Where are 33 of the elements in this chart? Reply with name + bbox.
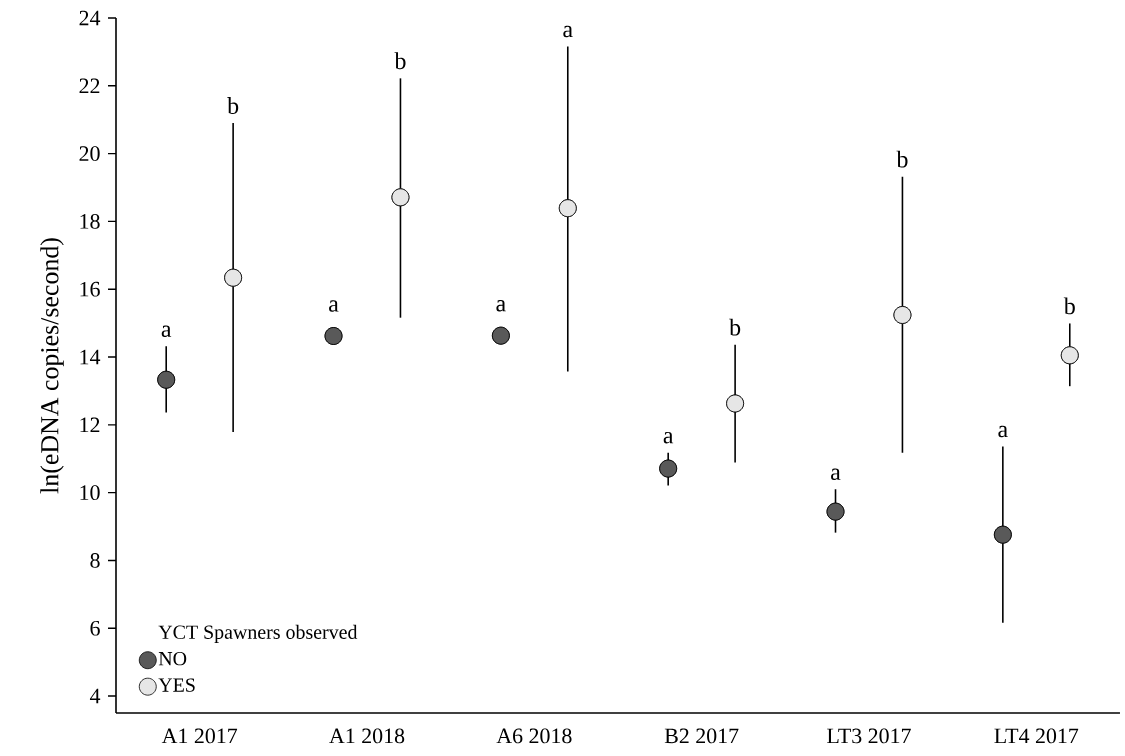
y-tick-label: 8 <box>90 553 100 568</box>
y-tick-label: 12 <box>80 417 100 433</box>
x-tick-label: A6 2018 <box>496 728 572 744</box>
x-tick-label: B2 2017 <box>664 728 739 744</box>
annotation: b <box>1063 297 1075 315</box>
x-tick-label: A1 2017 <box>161 728 238 744</box>
legend-label: YES <box>158 678 195 692</box>
annotation: a <box>663 431 674 444</box>
annotation: b <box>896 150 908 168</box>
annotation: a <box>496 300 506 312</box>
y-tick-label: 6 <box>90 620 100 636</box>
y-tick-label: 24 <box>79 10 101 26</box>
y-tick-label: 14 <box>80 349 101 365</box>
annotation: b <box>729 318 741 336</box>
annotation: b <box>394 52 406 70</box>
annotation: b <box>227 97 239 114</box>
x-tick-label: LT3 2017 <box>827 728 911 744</box>
y-tick-label: 10 <box>80 485 100 501</box>
x-tick-label: A1 2018 <box>329 728 405 744</box>
legend-label: NO <box>158 651 187 666</box>
y-tick-label: 16 <box>80 281 100 297</box>
annotation: a <box>329 300 339 312</box>
y-tick-label: 20 <box>79 146 100 161</box>
annotation: a <box>161 325 172 337</box>
annotation: a <box>563 25 573 38</box>
annotation: a <box>831 468 841 481</box>
legend-title: YCT Spawners observed <box>158 624 358 643</box>
y-tick-label: 22 <box>79 78 100 94</box>
y-tick-label: 18 <box>80 214 100 229</box>
x-tick-label: LT4 2017 <box>994 728 1079 744</box>
annotation: a <box>998 425 1008 438</box>
y-tick-label: 4 <box>89 688 101 704</box>
y-axis-title: ln(eDNA copies/second) <box>40 238 64 494</box>
